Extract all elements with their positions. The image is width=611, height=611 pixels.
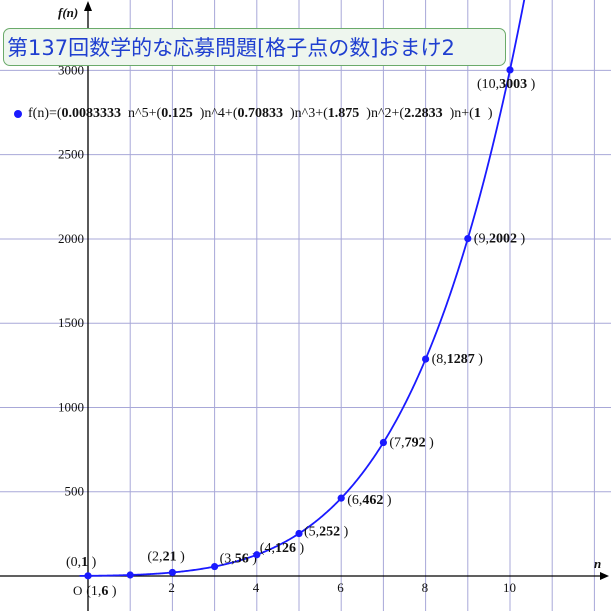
formula-s3: )n^3+( [282, 106, 328, 121]
data-label: (9,2002 ) [474, 232, 526, 247]
data-point [379, 438, 387, 447]
x-tick-label: 2 [168, 580, 175, 595]
origin-label: O [73, 583, 82, 598]
formula-s0: ) [480, 106, 493, 121]
data-point [464, 235, 472, 243]
y-tick-label: 1500 [58, 315, 84, 330]
data-label: (5,252 ) [304, 525, 349, 540]
x-tick-label: 10 [503, 580, 516, 595]
data-label: (10,3003 ) [477, 77, 536, 92]
series-curve [79, 0, 526, 577]
data-point [295, 529, 303, 538]
data-label: (2,21 ) [147, 549, 185, 564]
data-label: (0,1 ) [66, 555, 97, 570]
coef-5: 0.0083333 [61, 106, 122, 121]
y-tick-label: 3000 [58, 62, 84, 77]
legend-formula: f(n)=(0.0083333 n^5+(0.125 )n^4+(0.70833… [14, 106, 492, 122]
x-axis-label: n [594, 556, 601, 571]
title-box: 第137回数学的な応募問題[格子点の数]おまけ2 [3, 28, 506, 66]
data-point [211, 562, 219, 571]
formula-s5: n^5+( [121, 106, 162, 121]
coef-2: 1.875 [327, 106, 360, 121]
y-tick-label: 500 [65, 484, 85, 499]
data-point [337, 494, 345, 502]
formula-prefix: f(n)=( [28, 106, 62, 121]
x-tick-label: 4 [253, 580, 260, 595]
formula-s1: )n+( [442, 106, 474, 121]
x-tick-label: 8 [422, 580, 429, 595]
legend-dot-icon [14, 110, 22, 118]
data-label: (1,6 ) [86, 584, 117, 599]
formula-s4: )n^4+( [192, 106, 238, 121]
data-label: (7,792 ) [389, 436, 434, 451]
y-axis-arrow-icon [84, 1, 92, 11]
y-tick-label: 2500 [58, 147, 84, 162]
coef-1: 2.2833 [404, 106, 443, 121]
x-tick-label: 6 [337, 580, 344, 595]
data-point [84, 572, 92, 580]
coef-0: 1 [473, 106, 481, 121]
data-point [126, 571, 134, 579]
formula-s2: )n^2+( [359, 106, 405, 121]
page-title: 第137回数学的な応募問題[格子点の数]おまけ2 [7, 36, 455, 60]
coef-4: 0.125 [161, 106, 193, 121]
data-label: (8,1287 ) [432, 352, 484, 367]
data-label: (3,56 ) [220, 552, 258, 567]
data-label: (6,462 ) [347, 493, 392, 508]
x-axis-arrow-icon [600, 572, 609, 580]
data-point [253, 551, 261, 559]
data-point [506, 66, 514, 74]
data-point [168, 568, 176, 577]
data-point [422, 355, 430, 363]
y-tick-label: 2000 [58, 231, 84, 246]
coef-3: 0.70833 [237, 106, 283, 121]
y-tick-label: 1000 [58, 399, 84, 414]
data-label: (4,126 ) [260, 541, 305, 556]
y-axis-label: f(n) [58, 5, 78, 20]
